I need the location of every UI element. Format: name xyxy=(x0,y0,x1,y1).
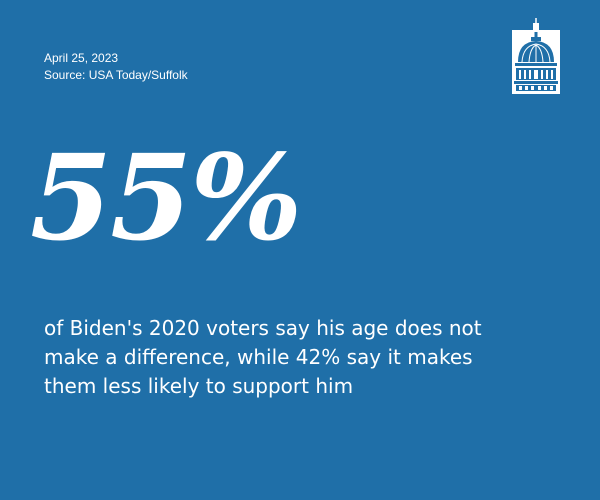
description-line: them less likely to support him xyxy=(44,374,354,398)
source-text: Source: USA Today/Suffolk xyxy=(44,68,188,82)
date-text: April 25, 2023 xyxy=(44,51,119,65)
headline-percentage: 55% xyxy=(30,128,302,267)
meta-info: April 25, 2023 Source: USA Today/Suffolk xyxy=(44,50,188,84)
capitol-dome-icon xyxy=(512,18,560,94)
description-line: of Biden's 2020 voters say his age does … xyxy=(44,316,482,340)
description-text: of Biden's 2020 voters say his age does … xyxy=(44,314,564,401)
description-line: make a difference, while 42% say it make… xyxy=(44,345,473,369)
